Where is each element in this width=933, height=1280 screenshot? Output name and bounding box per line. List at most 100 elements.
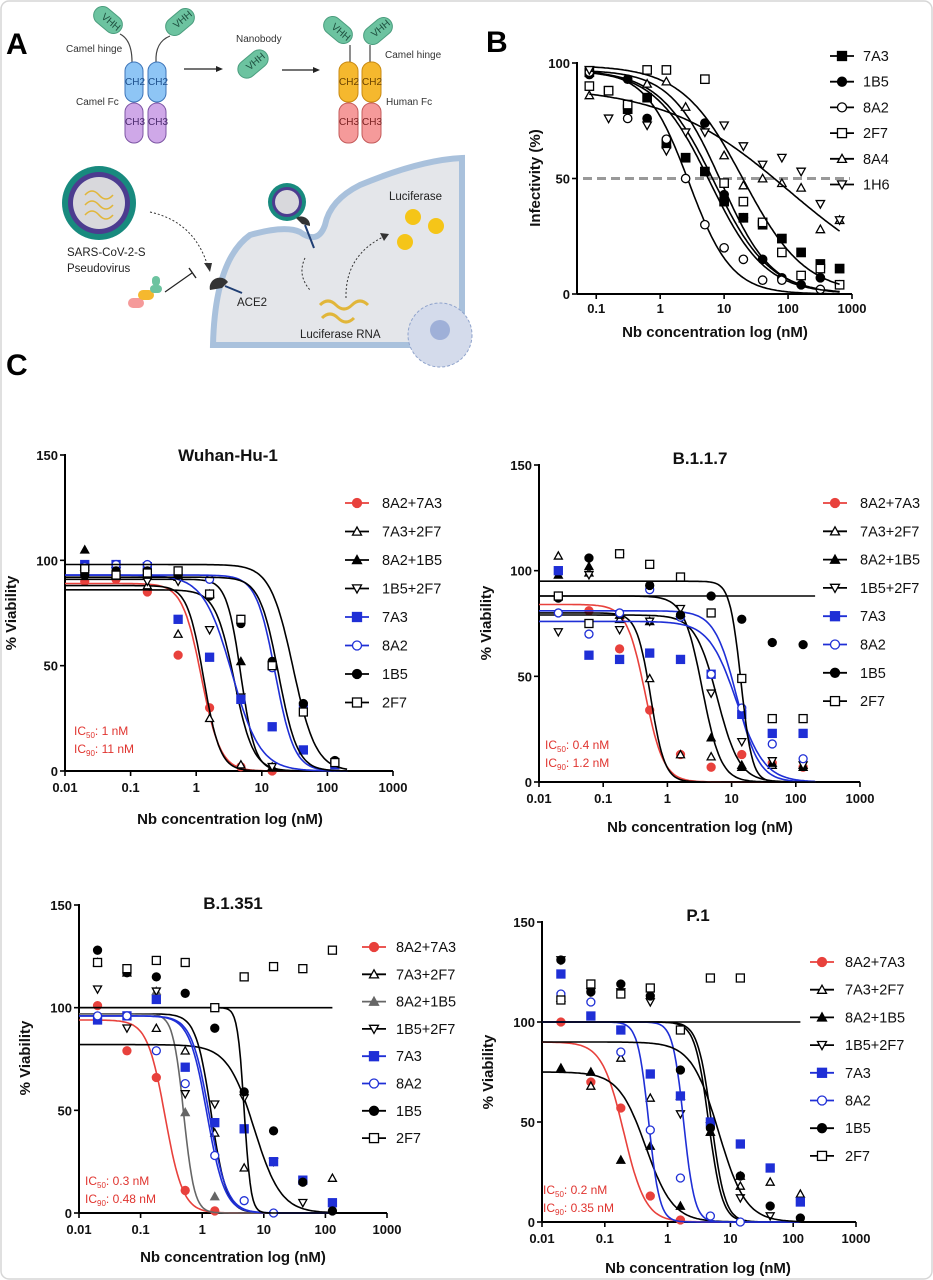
legend-marker xyxy=(829,525,841,536)
data-point xyxy=(718,149,730,160)
legend-item: 2F7 xyxy=(810,1149,870,1165)
data-point xyxy=(173,650,183,660)
legend-item: 8A2 xyxy=(362,1077,422,1093)
legend-label: 8A2+1B5 xyxy=(845,1010,905,1026)
legend-marker xyxy=(816,1067,828,1078)
legend-label: 8A2+7A3 xyxy=(860,496,920,512)
legend-item: 8A2 xyxy=(810,1094,871,1110)
data-point xyxy=(706,608,716,618)
host-cell xyxy=(209,154,473,368)
data-point xyxy=(645,648,655,658)
data-point xyxy=(553,628,564,638)
legend-item: 8A2 xyxy=(830,100,889,116)
y-axis-label: Infectivity (%) xyxy=(527,129,544,227)
legend-label: 1B5+2F7 xyxy=(382,582,441,598)
data-point xyxy=(767,728,777,739)
legend-item: 1B5+2F7 xyxy=(345,582,441,598)
data-point xyxy=(151,972,161,982)
legend-label: 1B5 xyxy=(382,667,408,683)
data-point xyxy=(700,219,710,230)
legend-item: 2F7 xyxy=(345,696,407,712)
legend-item: 2F7 xyxy=(362,1131,421,1147)
ic-prefix: IC xyxy=(543,1183,555,1197)
ch3-label: CH3 xyxy=(148,117,168,128)
data-point xyxy=(180,1045,191,1055)
legend-label: 2F7 xyxy=(396,1131,421,1147)
data-point xyxy=(586,1011,596,1021)
data-point xyxy=(767,713,777,724)
data-point xyxy=(645,1125,655,1135)
data-point xyxy=(796,247,806,258)
luciferase-icon xyxy=(397,209,444,250)
legend-marker xyxy=(829,667,841,678)
data-point xyxy=(645,1092,656,1102)
data-point xyxy=(209,1100,220,1110)
data-point xyxy=(737,614,747,624)
legend-item: 1B5 xyxy=(362,1104,422,1120)
series-1B5+2F7 xyxy=(79,985,333,1214)
ic-value: : 0.48 nM xyxy=(106,1192,156,1206)
data-point xyxy=(765,1163,775,1173)
data-point xyxy=(738,254,749,265)
data-point xyxy=(236,614,246,624)
data-point xyxy=(583,571,595,581)
legend-item: 7A3 xyxy=(830,49,889,65)
data-point xyxy=(142,577,153,587)
data-point xyxy=(706,732,717,742)
data-point xyxy=(239,1087,249,1097)
human-fc-label: Human Fc xyxy=(386,97,432,108)
legend-marker xyxy=(368,1024,380,1035)
data-point xyxy=(736,737,747,748)
fit-curve xyxy=(79,1043,333,1214)
data-point xyxy=(235,759,246,769)
y-tick-label: 150 xyxy=(513,915,535,930)
data-point xyxy=(614,625,625,636)
data-point xyxy=(834,279,845,290)
data-point xyxy=(614,549,625,559)
legend-marker xyxy=(351,668,363,680)
data-point xyxy=(151,987,162,997)
data-point xyxy=(151,994,161,1005)
data-point xyxy=(616,1025,626,1035)
legend-label: 7A3 xyxy=(860,609,886,625)
x-axis-label: Nb concentration log (nM) xyxy=(607,819,793,836)
data-point xyxy=(210,1118,220,1128)
camel-hinge-label: Camel hinge xyxy=(385,50,442,61)
data-point xyxy=(614,608,625,618)
data-point xyxy=(834,263,845,274)
data-point xyxy=(738,142,749,152)
fit-curve xyxy=(589,70,840,293)
ic-label: IC90: 0.48 nM xyxy=(85,1192,156,1208)
ic-subscript: 90 xyxy=(97,1199,106,1208)
data-point xyxy=(553,566,563,576)
y-tick-label: 50 xyxy=(58,1103,72,1118)
data-point xyxy=(798,639,808,650)
data-point xyxy=(641,78,653,88)
data-point xyxy=(173,628,184,638)
x-tick-label: 10 xyxy=(724,791,738,806)
data-point xyxy=(645,1191,655,1201)
data-point xyxy=(661,146,672,157)
data-point xyxy=(210,1206,220,1216)
data-point xyxy=(603,85,614,96)
nanobody-label: Nanobody xyxy=(236,34,282,45)
x-tick-label: 100 xyxy=(782,1231,804,1246)
ic-subscript: 90 xyxy=(86,749,95,758)
data-point xyxy=(92,957,103,968)
data-point xyxy=(121,1024,133,1034)
x-axis-label: Nb concentration log (nM) xyxy=(622,324,808,341)
ic-subscript: 90 xyxy=(555,1208,564,1217)
y-tick-label: 0 xyxy=(563,287,570,302)
x-tick-label: 100 xyxy=(785,791,807,806)
legend-label: 7A3 xyxy=(382,610,408,626)
data-point xyxy=(661,134,672,145)
legend-label: 1B5 xyxy=(396,1104,422,1120)
data-point xyxy=(767,637,777,648)
legend-label: 7A3 xyxy=(845,1066,871,1082)
data-point xyxy=(556,995,566,1005)
x-tick-label: 100 xyxy=(777,301,799,316)
data-point xyxy=(553,608,563,618)
legend-marker xyxy=(816,1150,828,1162)
x-tick-label: 1000 xyxy=(373,1222,402,1237)
